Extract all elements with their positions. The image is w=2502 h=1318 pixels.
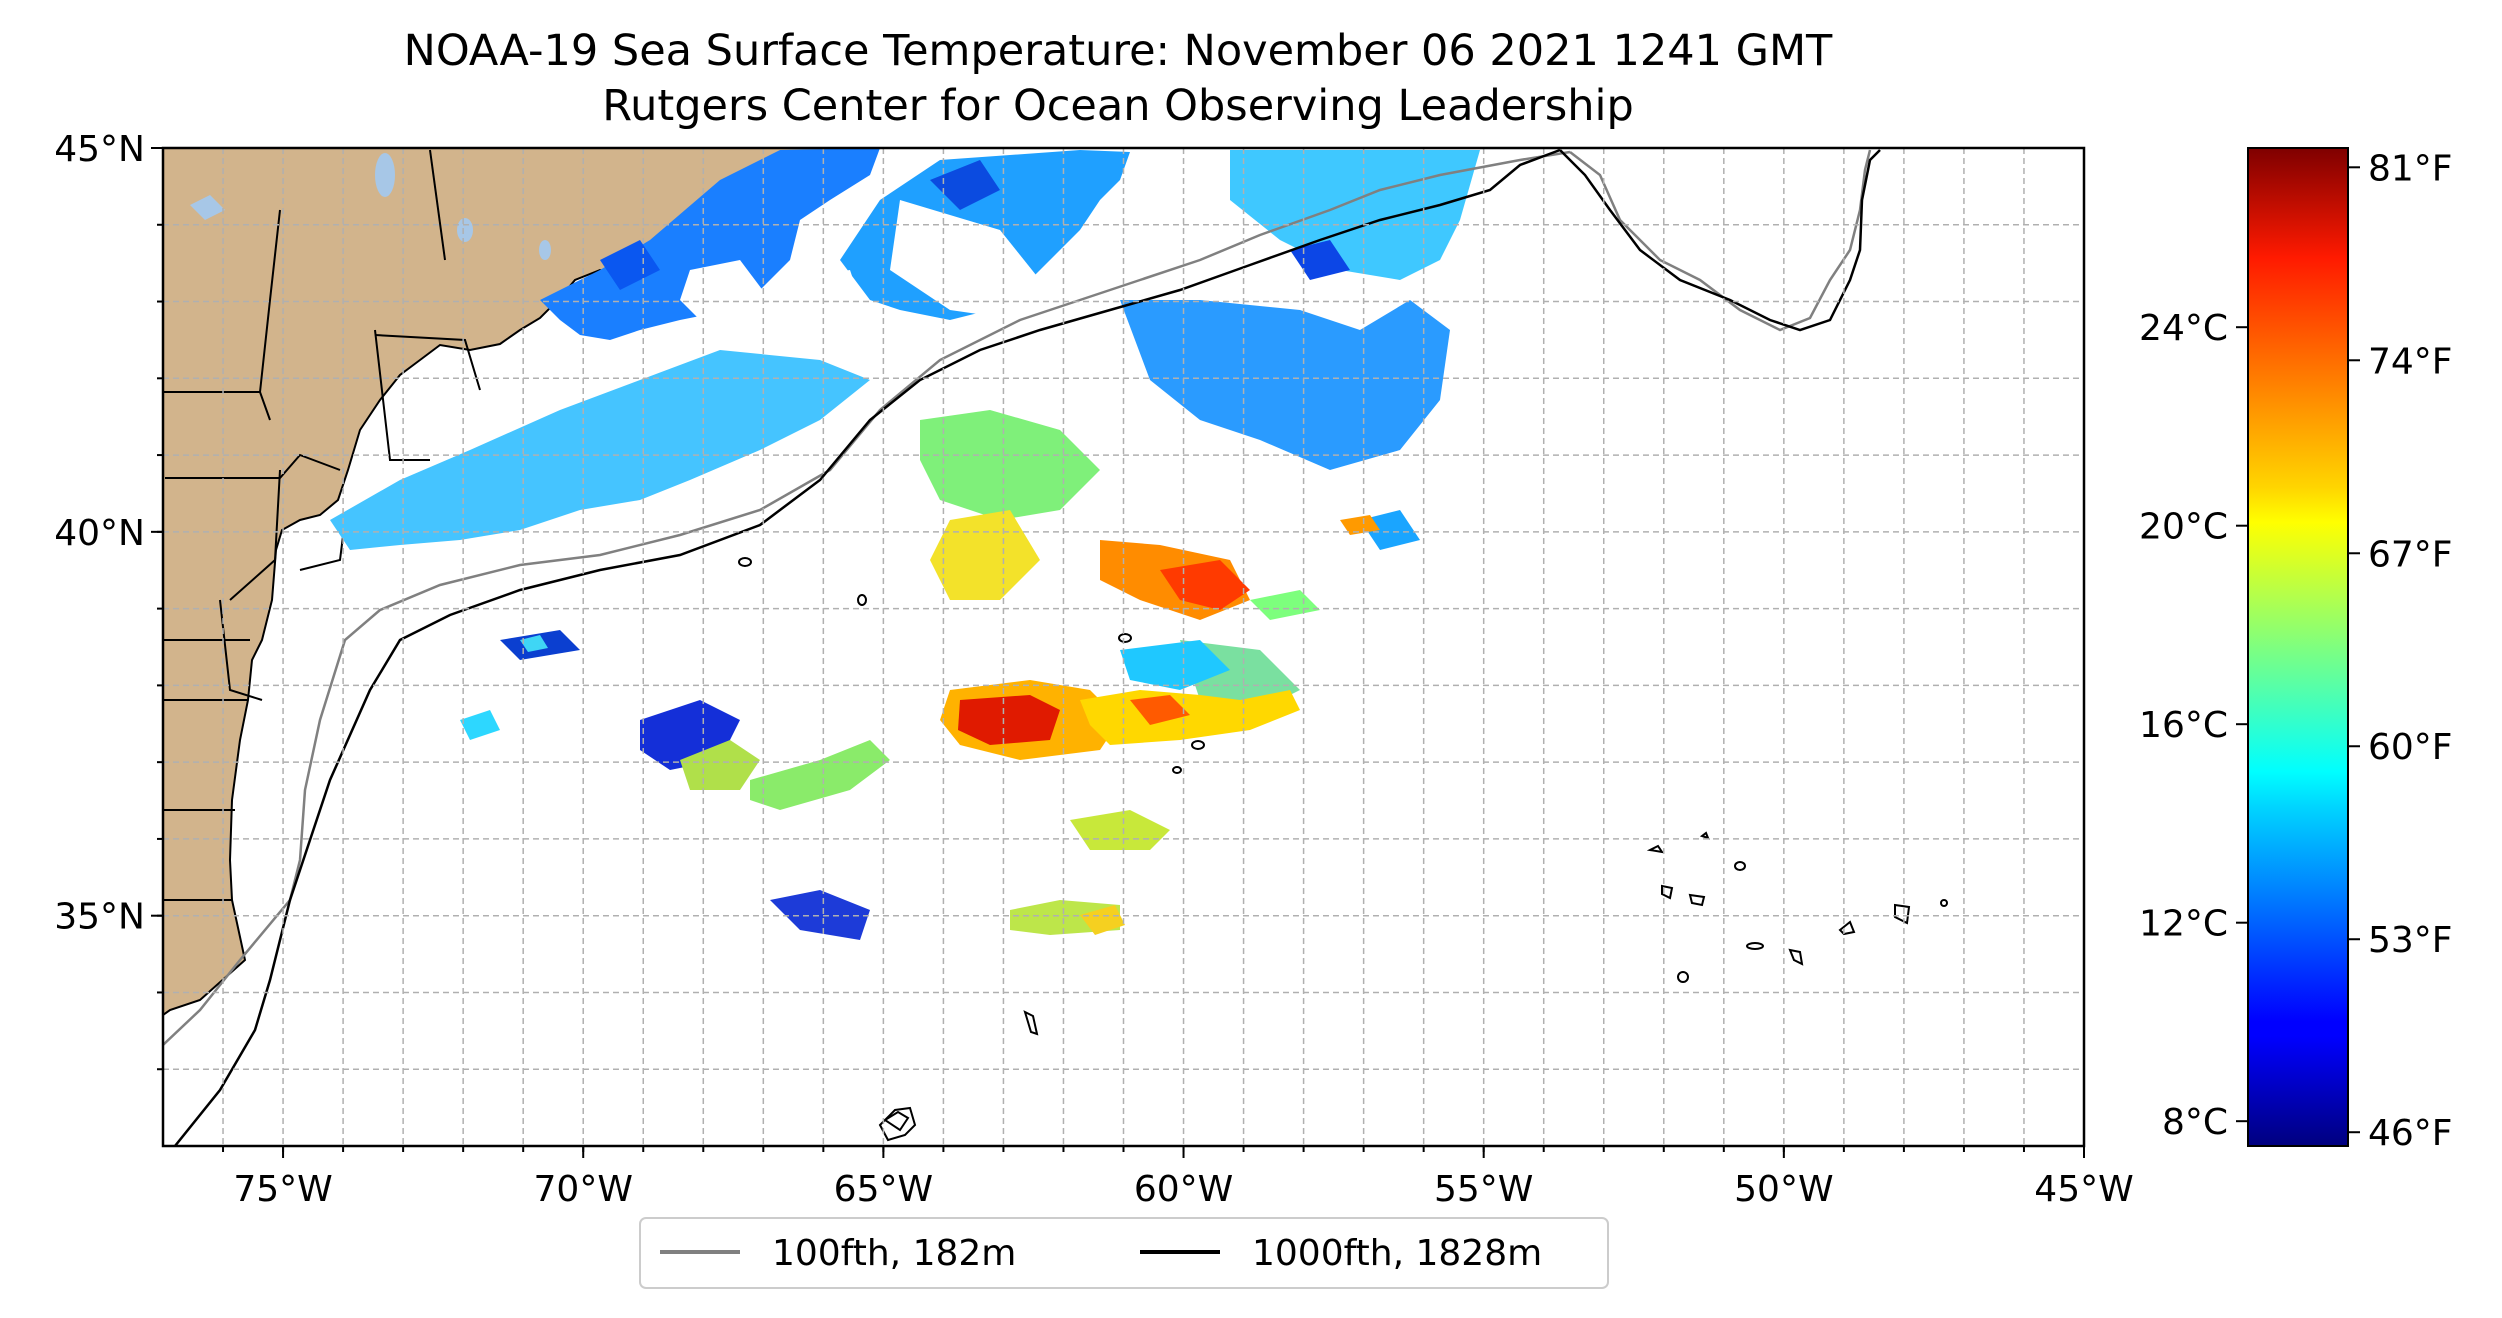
- colorbar-c-label: 16°C: [2139, 705, 2228, 746]
- colorbar-gradient: [2247, 147, 2349, 1147]
- isobath-1000fth: [174, 148, 1881, 1146]
- colorbar-f-label: 74°F: [2368, 341, 2453, 382]
- lat-tick-label: 45°N: [54, 129, 145, 170]
- lon-tick-labels: 75°W 70°W 65°W 60°W 55°W 50°W 45°W: [222, 1146, 2134, 1210]
- lakes: [190, 153, 551, 260]
- colorbar-fahrenheit-ticks: 81°F 74°F 67°F 60°F 53°F 46°F: [2348, 148, 2453, 1154]
- lon-tick-label: 75°W: [233, 1169, 332, 1210]
- lon-tick-label: 55°W: [1434, 1169, 1533, 1210]
- lat-tick-label: 35°N: [54, 897, 145, 938]
- colorbar-c-label: 12°C: [2139, 904, 2228, 945]
- colorbar-c-label: 24°C: [2139, 308, 2228, 349]
- colorbar-f-label: 53°F: [2368, 920, 2453, 961]
- lon-tick-label: 60°W: [1134, 1169, 1233, 1210]
- map-title-line1: NOAA-19 Sea Surface Temperature: Novembe…: [404, 26, 1833, 76]
- lat-tick-labels: 45°N 40°N 35°N: [54, 129, 163, 1071]
- sst-data-layer: [330, 148, 1480, 940]
- isobath-legend: 100fth, 182m 1000fth, 1828m: [639, 1217, 1609, 1289]
- gridlines: [163, 148, 2084, 1146]
- lon-tick-label: 70°W: [534, 1169, 633, 1210]
- colorbar-c-label: 20°C: [2139, 507, 2228, 548]
- colorbar: 24°C 20°C 16°C 12°C 8°C 81°F 74°F 67°F 60°F 53°F…: [2139, 147, 2453, 1154]
- legend-label-100fth: 100fth, 182m: [772, 1233, 1016, 1274]
- legend-box: [639, 1217, 1609, 1289]
- colorbar-f-label: 67°F: [2368, 534, 2453, 575]
- colorbar-f-label: 60°F: [2368, 727, 2453, 768]
- colorbar-f-label: 81°F: [2368, 148, 2453, 189]
- map-panel: [163, 148, 2084, 1146]
- lon-tick-label: 50°W: [1734, 1169, 1833, 1210]
- map-title-line2: Rutgers Center for Ocean Observing Leade…: [602, 81, 1634, 131]
- colorbar-celsius-ticks: 24°C 20°C 16°C 12°C 8°C: [2139, 308, 2248, 1143]
- lon-tick-label: 65°W: [834, 1169, 933, 1210]
- colorbar-c-label: 8°C: [2162, 1102, 2228, 1143]
- isobath-100fth: [163, 149, 1872, 1046]
- seamounts: [738, 557, 1948, 1142]
- lon-tick-label: 45°W: [2034, 1169, 2133, 1210]
- lat-tick-label: 40°N: [54, 513, 145, 554]
- legend-label-1000fth: 1000fth, 1828m: [1252, 1233, 1542, 1274]
- colorbar-f-label: 46°F: [2368, 1113, 2453, 1154]
